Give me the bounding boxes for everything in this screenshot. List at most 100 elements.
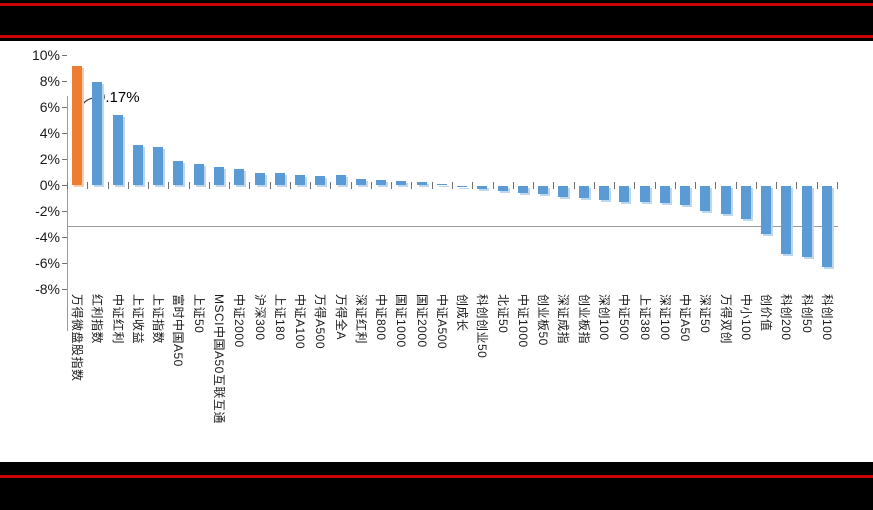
bar-沪深300 [255, 173, 265, 185]
y-axis-label: -6% [35, 255, 60, 271]
y-axis-tick [62, 263, 67, 264]
y-axis-tick [62, 107, 67, 108]
x-axis-tick [614, 182, 615, 189]
x-axis-label: 深证50 [698, 294, 712, 334]
top-banner [0, 0, 873, 41]
y-axis-tick [62, 81, 67, 82]
x-axis-tick [209, 182, 210, 189]
bar-深证红利 [356, 179, 366, 185]
bar-科创200 [781, 186, 791, 254]
x-axis-label: MSCI中国A50互联互通 [212, 294, 226, 424]
bar-中证1000 [518, 186, 528, 193]
x-axis-label: 深证成指 [556, 294, 570, 345]
bar-万得全A [336, 175, 346, 185]
x-axis-tick [391, 182, 392, 189]
x-axis-tick [411, 182, 412, 189]
x-axis-tick [432, 182, 433, 189]
y-axis-tick [62, 211, 67, 212]
bar-中证红利 [113, 115, 123, 185]
x-axis-tick [796, 182, 797, 189]
bar-创业板50 [538, 186, 548, 194]
x-axis-label: 国证1000 [394, 294, 408, 348]
x-axis-tick [513, 182, 514, 189]
x-axis-label: 创价值 [759, 294, 773, 332]
x-axis-tick [736, 182, 737, 189]
y-axis-label: -2% [35, 203, 60, 219]
x-axis-label: 科创创业50 [475, 294, 489, 359]
x-axis-label: 深创100 [597, 294, 611, 341]
y-axis-tick [62, 55, 67, 56]
x-axis-tick [594, 182, 595, 189]
x-axis-tick [108, 182, 109, 189]
x-axis-tick [290, 182, 291, 189]
bar-深证50 [700, 186, 710, 211]
y-axis-label: -8% [35, 281, 60, 297]
x-axis-label: 富时中国A50 [171, 294, 185, 367]
y-axis-tick [62, 159, 67, 160]
x-axis-tick [837, 182, 838, 189]
x-axis-label: 创成长 [455, 294, 469, 332]
bar-科创100 [822, 186, 832, 267]
x-axis-line [67, 226, 838, 227]
x-axis-label: 万得双创 [719, 294, 733, 345]
bottom-banner [0, 462, 873, 510]
x-axis-tick [128, 182, 129, 189]
bar-中证A50 [680, 186, 690, 205]
x-axis-label: 中证2000 [232, 294, 246, 348]
bar-中证500 [619, 186, 629, 202]
x-axis-label: 万得A500 [313, 294, 327, 350]
x-axis-tick [472, 182, 473, 189]
x-axis-tick [189, 182, 190, 189]
x-axis-label: 中小100 [739, 294, 753, 341]
y-axis-label: 10% [31, 47, 60, 63]
y-axis-label: 8% [39, 73, 60, 89]
x-axis-label: 上证380 [638, 294, 652, 341]
bottom-rule [0, 475, 873, 478]
bar-红利指数 [92, 82, 102, 185]
x-axis-tick [574, 182, 575, 189]
x-axis-tick [452, 182, 453, 189]
x-axis-label: 中证红利 [111, 294, 125, 345]
bar-万得A500 [315, 176, 325, 185]
y-axis-tick [62, 237, 67, 238]
bar-创价值 [761, 186, 771, 234]
x-axis-tick [817, 182, 818, 189]
x-axis-label: 中证A100 [293, 294, 307, 350]
x-axis-label: 上证指数 [151, 294, 165, 345]
x-axis-label: 上证50 [192, 294, 206, 334]
y-axis-label: 0% [39, 177, 60, 193]
y-axis-tick [62, 185, 67, 186]
bar-科创50 [802, 186, 812, 257]
x-axis-label: 中证800 [374, 294, 388, 341]
x-axis-label: 中证A50 [678, 294, 692, 342]
x-axis-label: 上证收益 [131, 294, 145, 345]
x-axis-label: 上证180 [273, 294, 287, 341]
top-rule-lower [0, 35, 873, 38]
bar-上证380 [640, 186, 650, 202]
x-axis-tick [533, 182, 534, 189]
bar-万得双创 [721, 186, 731, 214]
y-axis-tick [62, 289, 67, 290]
x-axis-tick [634, 182, 635, 189]
y-axis-label: 4% [39, 125, 60, 141]
y-axis-label: 2% [39, 151, 60, 167]
bar-万得微盘股指数 [72, 66, 82, 185]
x-axis-label: 北证50 [496, 294, 510, 334]
bar-中证800 [376, 180, 386, 185]
bar-深创100 [599, 186, 609, 200]
x-axis-tick [493, 182, 494, 189]
x-axis-tick [67, 182, 68, 189]
x-axis-tick [675, 182, 676, 189]
x-axis-label: 中证1000 [516, 294, 530, 348]
bar-上证50 [194, 164, 204, 185]
bar-chart: 9.17% 10% 8% 6% 4% 2% 0% -2% -4% -6% -8% 万得微盘股指数 红利… [0, 41, 873, 462]
bar-国证2000 [417, 182, 427, 185]
bar-中证A100 [295, 175, 305, 185]
x-axis-label: 沪深300 [253, 294, 267, 341]
bar-科创创业50 [477, 186, 487, 189]
x-axis-label: 深证100 [658, 294, 672, 341]
bar-上证收益 [133, 145, 143, 185]
bar-富时中国A50 [173, 161, 183, 185]
top-rule-upper [0, 3, 873, 6]
